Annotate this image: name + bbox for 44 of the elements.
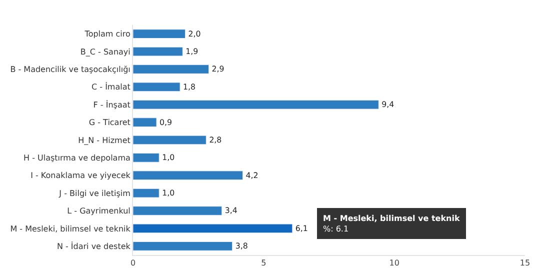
data-label: 9,4 bbox=[382, 100, 394, 110]
y-tick-label: F - İnşaat bbox=[93, 99, 130, 110]
data-label: 0,9 bbox=[160, 118, 172, 127]
data-label: 1,0 bbox=[162, 153, 175, 162]
bar bbox=[133, 224, 293, 234]
y-tick-label: B - Madencilik ve taşocakçılığı bbox=[10, 65, 130, 74]
data-label: 1,0 bbox=[162, 188, 175, 198]
data-label: 6,1 bbox=[295, 224, 308, 233]
bar bbox=[133, 241, 233, 251]
data-label: 4,2 bbox=[246, 170, 258, 180]
y-tick-label: Toplam ciro bbox=[84, 30, 130, 39]
data-label: 2,9 bbox=[212, 64, 224, 74]
y-tick-label: I - Konaklama ve yiyecek bbox=[30, 171, 131, 180]
data-label: 1,9 bbox=[186, 46, 198, 56]
y-tick-label: H_N - Hizmet bbox=[78, 136, 130, 145]
data-label: 1,8 bbox=[183, 82, 196, 92]
y-tick-label: H - Ulaştırma ve depolama bbox=[24, 153, 130, 162]
bar bbox=[133, 135, 206, 145]
annotation: M - Mesleki, bilimsel ve teknik %: 6.1 bbox=[323, 214, 460, 234]
bar bbox=[133, 206, 222, 216]
data-label: 2,0 bbox=[188, 29, 201, 38]
x-tick-label: 15 bbox=[520, 258, 530, 268]
bar bbox=[133, 153, 160, 162]
bar bbox=[133, 118, 157, 127]
bar bbox=[133, 29, 186, 39]
y-tick-label: M - Mesleki, bilimsel ve teknik bbox=[10, 224, 131, 234]
x-tick-label: 10 bbox=[389, 258, 400, 268]
y-tick-label: J - Bilgi ve iletişim bbox=[58, 188, 131, 198]
y-tick-label: G - Ticaret bbox=[88, 118, 130, 128]
y-tick-label: L - Gayrimenkul bbox=[67, 206, 130, 216]
data-label: 2,8 bbox=[209, 135, 222, 144]
data-label: 3,8 bbox=[235, 242, 248, 251]
y-tick-label: N - İdari ve destek bbox=[56, 240, 131, 251]
x-tick-label: 5 bbox=[261, 258, 266, 268]
bar bbox=[133, 100, 379, 110]
bar bbox=[133, 82, 180, 92]
y-tick-label: C - İmalat bbox=[92, 82, 130, 92]
data-label: 3,4 bbox=[224, 206, 238, 216]
bar bbox=[133, 46, 183, 56]
bar bbox=[133, 170, 244, 180]
bar bbox=[133, 64, 210, 74]
y-tick-label: B_C - Sanayi bbox=[80, 47, 130, 56]
x-tick-label: 0 bbox=[130, 258, 136, 268]
bar bbox=[133, 188, 160, 198]
